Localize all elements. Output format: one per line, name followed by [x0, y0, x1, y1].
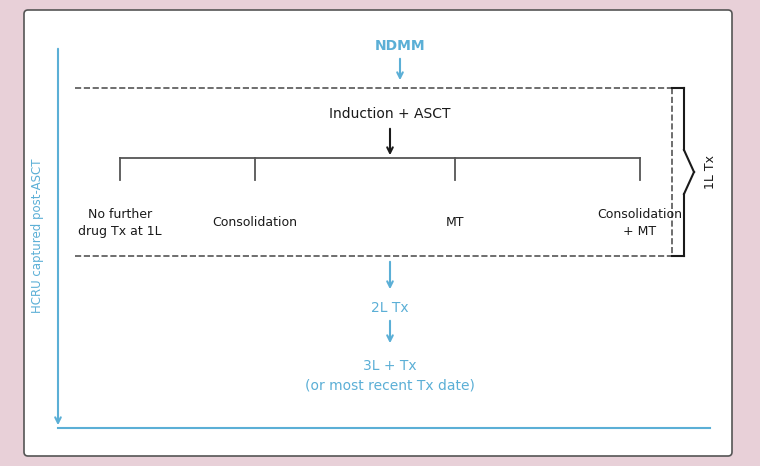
Text: NDMM: NDMM	[375, 39, 426, 53]
Text: MT: MT	[446, 217, 464, 229]
Text: Consolidation: Consolidation	[213, 217, 297, 229]
Text: HCRU captured post-ASCT: HCRU captured post-ASCT	[31, 159, 45, 313]
Text: No further
drug Tx at 1L: No further drug Tx at 1L	[78, 208, 162, 238]
Text: 1L Tx: 1L Tx	[704, 155, 717, 189]
Text: 3L + Tx
(or most recent Tx date): 3L + Tx (or most recent Tx date)	[305, 359, 475, 393]
Text: 2L Tx: 2L Tx	[371, 301, 409, 315]
Text: Induction + ASCT: Induction + ASCT	[329, 107, 451, 121]
FancyBboxPatch shape	[24, 10, 732, 456]
Text: Consolidation
+ MT: Consolidation + MT	[597, 208, 682, 238]
